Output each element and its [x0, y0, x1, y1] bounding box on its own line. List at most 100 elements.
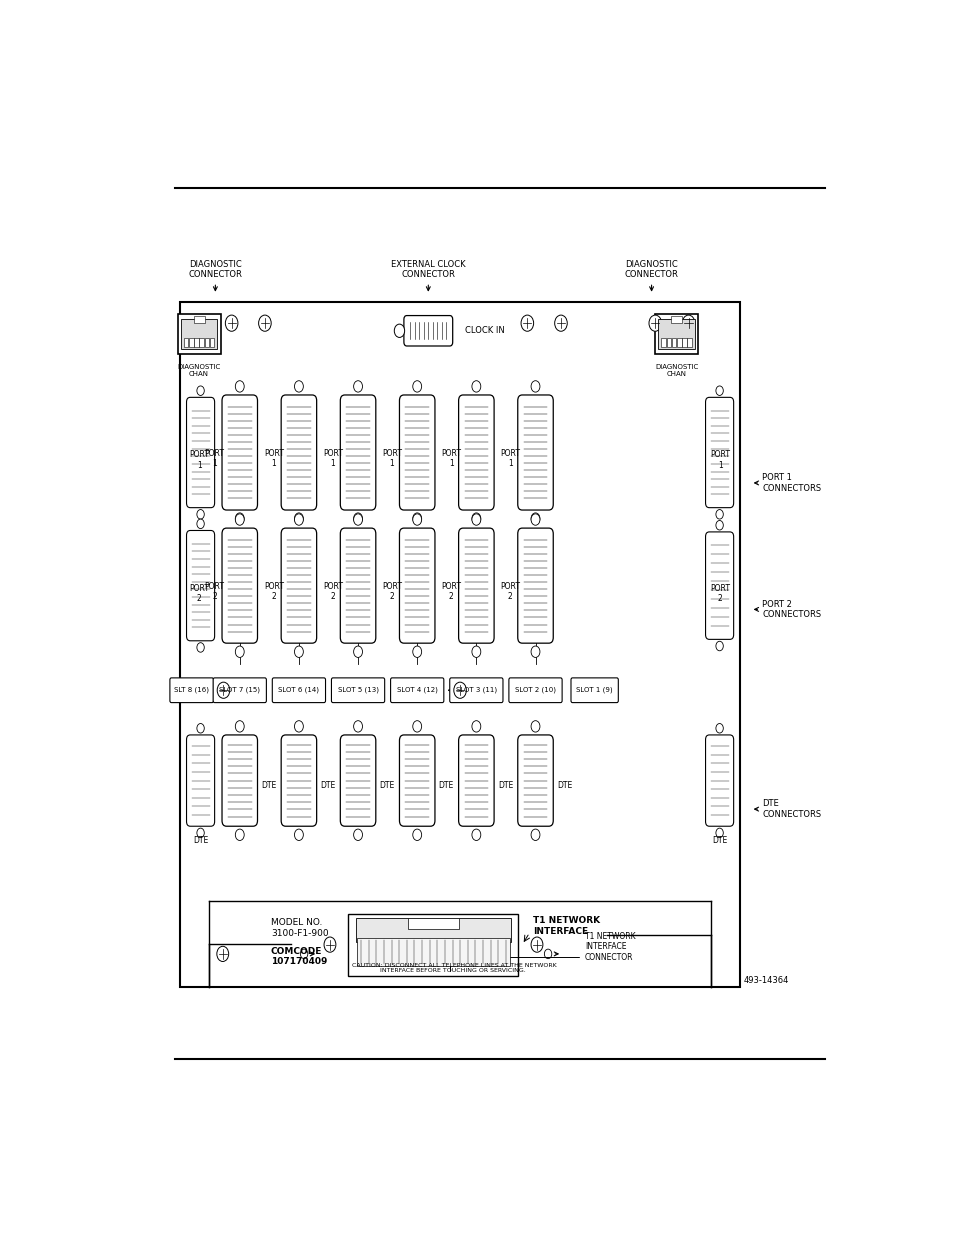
Text: SLOT 7 (15): SLOT 7 (15) — [219, 687, 260, 694]
Text: PORT
1: PORT 1 — [322, 448, 342, 468]
Circle shape — [235, 646, 244, 657]
Bar — [408, 918, 458, 929]
Text: CAUTION: DISCONNECT ALL TELEPHONE LINES AT THE NETWORK
              INTERFACE B: CAUTION: DISCONNECT ALL TELEPHONE LINES … — [352, 962, 557, 973]
Circle shape — [354, 513, 362, 525]
FancyBboxPatch shape — [222, 529, 257, 643]
Circle shape — [520, 315, 533, 331]
Bar — [180, 303, 740, 987]
Text: DIAGNOSTIC
CONNECTOR: DIAGNOSTIC CONNECTOR — [189, 261, 242, 279]
Text: PORT
2: PORT 2 — [381, 582, 401, 601]
Circle shape — [531, 937, 542, 952]
Circle shape — [413, 380, 421, 393]
Circle shape — [715, 829, 722, 837]
FancyBboxPatch shape — [222, 735, 257, 826]
Text: DIAGNOSTIC
CONNECTOR: DIAGNOSTIC CONNECTOR — [624, 261, 678, 279]
Text: DTE
CONNECTORS: DTE CONNECTORS — [761, 799, 821, 819]
FancyBboxPatch shape — [281, 735, 316, 826]
Bar — [655, 314, 698, 353]
Bar — [687, 337, 691, 347]
Bar — [210, 337, 214, 347]
FancyBboxPatch shape — [272, 678, 325, 703]
Text: PORT
2: PORT 2 — [263, 582, 283, 601]
Circle shape — [258, 315, 271, 331]
Circle shape — [196, 385, 204, 395]
Circle shape — [531, 829, 539, 841]
Circle shape — [294, 721, 303, 732]
Text: PORT
1: PORT 1 — [381, 448, 401, 468]
Bar — [671, 316, 681, 324]
Circle shape — [294, 513, 303, 525]
Text: DTE: DTE — [193, 836, 208, 845]
Circle shape — [235, 721, 244, 732]
Circle shape — [715, 510, 722, 519]
Text: PORT 1
CONNECTORS: PORT 1 CONNECTORS — [761, 473, 821, 493]
FancyBboxPatch shape — [340, 395, 375, 510]
Text: PORT
1: PORT 1 — [499, 448, 519, 468]
Circle shape — [235, 514, 244, 525]
Text: DIAGNOSTIC
CHAN: DIAGNOSTIC CHAN — [177, 364, 220, 377]
Text: DTE: DTE — [320, 781, 335, 790]
Text: DTE: DTE — [711, 836, 726, 845]
Text: PORT
1: PORT 1 — [263, 448, 283, 468]
Text: DTE: DTE — [497, 781, 513, 790]
Circle shape — [196, 510, 204, 519]
Circle shape — [294, 380, 303, 393]
Circle shape — [454, 682, 466, 698]
FancyBboxPatch shape — [222, 395, 257, 510]
FancyBboxPatch shape — [458, 735, 494, 826]
Circle shape — [354, 646, 362, 657]
FancyBboxPatch shape — [705, 398, 733, 508]
Circle shape — [531, 514, 539, 525]
Bar — [348, 914, 518, 976]
Bar — [194, 337, 198, 347]
Circle shape — [531, 380, 539, 393]
Text: PORT
2: PORT 2 — [204, 582, 224, 601]
Circle shape — [472, 721, 480, 732]
FancyBboxPatch shape — [281, 529, 316, 643]
Circle shape — [324, 937, 335, 952]
Text: DTE: DTE — [261, 781, 276, 790]
Text: MODEL NO.
3100-F1-900: MODEL NO. 3100-F1-900 — [271, 919, 328, 937]
Circle shape — [235, 513, 244, 525]
Circle shape — [235, 380, 244, 393]
FancyBboxPatch shape — [340, 735, 375, 826]
Bar — [666, 337, 671, 347]
Circle shape — [300, 950, 308, 958]
Circle shape — [413, 829, 421, 841]
Circle shape — [280, 685, 288, 695]
FancyBboxPatch shape — [449, 678, 502, 703]
FancyBboxPatch shape — [517, 395, 553, 510]
Text: SLOT 4 (12): SLOT 4 (12) — [396, 687, 437, 694]
Bar — [677, 337, 680, 347]
Bar — [177, 314, 220, 353]
Circle shape — [225, 315, 237, 331]
Text: SLT 8 (16): SLT 8 (16) — [174, 687, 209, 694]
Bar — [681, 337, 686, 347]
Text: PORT 2
CONNECTORS: PORT 2 CONNECTORS — [761, 600, 821, 619]
Circle shape — [472, 513, 480, 525]
Text: T1 NETWORK
INTERFACE
CONNECTOR: T1 NETWORK INTERFACE CONNECTOR — [584, 932, 635, 962]
FancyBboxPatch shape — [403, 316, 453, 346]
Bar — [184, 337, 188, 347]
Circle shape — [354, 721, 362, 732]
FancyBboxPatch shape — [517, 529, 553, 643]
Bar — [204, 337, 209, 347]
Text: T1 NETWORK
INTERFACE: T1 NETWORK INTERFACE — [533, 916, 599, 936]
Text: COMCODE
107170409: COMCODE 107170409 — [271, 947, 327, 966]
Circle shape — [196, 642, 204, 652]
Text: DTE: DTE — [557, 781, 572, 790]
Circle shape — [715, 724, 722, 734]
Text: PORT
1: PORT 1 — [189, 451, 209, 469]
Circle shape — [715, 520, 722, 530]
Circle shape — [216, 946, 229, 962]
Circle shape — [294, 829, 303, 841]
Bar — [671, 337, 676, 347]
Circle shape — [554, 315, 567, 331]
Circle shape — [413, 514, 421, 525]
Bar — [658, 319, 694, 348]
Circle shape — [354, 380, 362, 393]
Bar — [189, 337, 193, 347]
Circle shape — [544, 950, 551, 958]
Circle shape — [413, 513, 421, 525]
FancyBboxPatch shape — [187, 735, 214, 826]
